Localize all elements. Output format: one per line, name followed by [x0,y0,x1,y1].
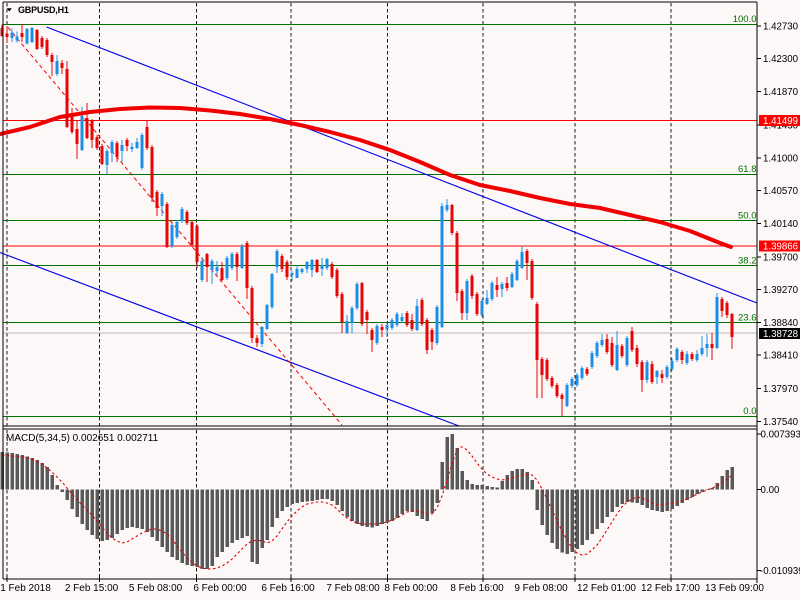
svg-text:6 Feb 00:00: 6 Feb 00:00 [193,583,247,594]
svg-text:23.6: 23.6 [738,313,757,324]
svg-text:0.0: 0.0 [743,406,756,417]
svg-text:0.007393: 0.007393 [761,430,800,441]
svg-text:GBPUSD,H1: GBPUSD,H1 [18,5,69,15]
svg-text:1.39270: 1.39270 [763,285,799,296]
svg-text:1.40140: 1.40140 [763,219,799,230]
svg-text:1.41000: 1.41000 [763,153,799,164]
svg-text:9 Feb 08:00: 9 Feb 08:00 [514,583,568,594]
svg-text:13 Feb 09:00: 13 Feb 09:00 [705,583,764,594]
svg-text:5 Feb 08:00: 5 Feb 08:00 [129,583,183,594]
svg-text:8 Feb 00:00: 8 Feb 00:00 [384,583,438,594]
svg-text:MACD(5,34,5) 0.002651 0.002711: MACD(5,34,5) 0.002651 0.002711 [6,433,159,444]
svg-text:1.41870: 1.41870 [763,87,799,98]
svg-text:1.41499: 1.41499 [763,116,798,127]
svg-text:7 Feb 08:00: 7 Feb 08:00 [326,583,380,594]
svg-text:1.37540: 1.37540 [763,417,799,428]
svg-text:1 Feb 2018: 1 Feb 2018 [0,583,51,594]
svg-text:12 Feb 01:00: 12 Feb 01:00 [577,583,636,594]
svg-text:2 Feb 15:00: 2 Feb 15:00 [65,583,119,594]
svg-text:1.40570: 1.40570 [763,186,799,197]
svg-text:1.38410: 1.38410 [763,351,799,362]
svg-text:-0.010939: -0.010939 [760,566,800,577]
svg-text:1.42730: 1.42730 [763,22,799,33]
svg-text:12 Feb 17:00: 12 Feb 17:00 [641,583,700,594]
svg-text:1.39700: 1.39700 [763,252,799,263]
svg-text:61.8: 61.8 [738,164,757,175]
svg-text:100.0: 100.0 [733,14,757,25]
svg-text:38.2: 38.2 [738,256,757,267]
svg-text:0.00: 0.00 [761,485,780,496]
svg-text:1.39866: 1.39866 [763,242,798,253]
svg-text:1.38728: 1.38728 [763,329,798,340]
svg-text:1.37970: 1.37970 [763,384,799,395]
svg-text:1.38840: 1.38840 [763,318,799,329]
svg-text:6 Feb 16:00: 6 Feb 16:00 [261,583,315,594]
svg-text:50.0: 50.0 [738,211,757,222]
svg-text:8 Feb 16:00: 8 Feb 16:00 [450,583,504,594]
svg-text:1.42300: 1.42300 [763,54,799,65]
